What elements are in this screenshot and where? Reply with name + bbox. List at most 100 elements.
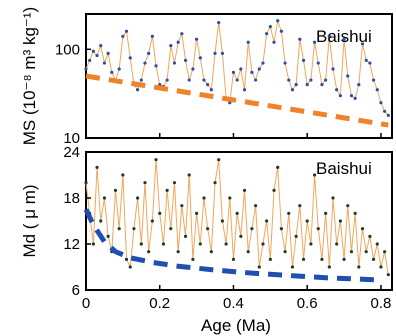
ms-data-point xyxy=(124,29,129,33)
md-data-point xyxy=(132,227,136,231)
md-data-point xyxy=(187,173,191,177)
ms-data-point xyxy=(195,37,199,41)
ms-data-point xyxy=(368,61,372,65)
ms-data-point xyxy=(294,82,298,87)
ms-data-point xyxy=(283,61,287,65)
ms-data-point xyxy=(301,58,306,62)
md-data-point xyxy=(349,250,354,254)
ms-data-point xyxy=(360,42,365,46)
md-data-point xyxy=(312,173,317,177)
ms-panel: Baishui 10 100 MS (10⁻⁸ m³ kg⁻¹) xyxy=(20,7,393,147)
md-data-point xyxy=(158,211,162,215)
ms-data-point xyxy=(335,88,339,92)
ms-data-point xyxy=(246,40,250,44)
md-data-point xyxy=(246,250,250,254)
ms-y-tick-label: 10 xyxy=(63,130,80,147)
ms-data-point xyxy=(298,37,302,41)
md-y-tick-label: 12 xyxy=(63,236,80,253)
md-data-point xyxy=(239,234,243,238)
ms-data-point xyxy=(139,78,143,82)
ms-data-point xyxy=(198,56,202,60)
md-y-ticks: 6 12 18 24 xyxy=(63,144,91,299)
ms-data-point xyxy=(91,49,95,53)
md-data-point xyxy=(202,196,206,200)
md-data-point xyxy=(91,242,95,246)
ms-data-point xyxy=(371,78,376,82)
ms-data-point xyxy=(386,113,390,117)
ms-y-tick-label: 100 xyxy=(55,41,80,58)
md-data-point xyxy=(117,227,121,231)
md-data-point xyxy=(250,227,254,231)
ms-y-ticks: 10 100 xyxy=(55,41,382,147)
ms-data-point xyxy=(305,82,309,87)
md-data-point xyxy=(257,265,261,269)
ms-data-point xyxy=(342,37,346,41)
ms-data-point xyxy=(180,32,184,36)
ms-data-point xyxy=(150,34,154,38)
md-data-point xyxy=(113,188,118,192)
ms-marks xyxy=(84,18,390,128)
ms-data-point xyxy=(84,67,88,71)
md-data-point xyxy=(206,227,210,231)
md-data-point xyxy=(195,211,199,215)
ms-data-point xyxy=(176,40,180,44)
ms-panel-label: Baishui xyxy=(316,27,372,46)
ms-data-point xyxy=(169,44,173,48)
md-data-point xyxy=(338,219,342,223)
md-data-point xyxy=(150,219,154,223)
md-data-point xyxy=(379,265,383,269)
md-data-point xyxy=(235,211,239,215)
ms-data-point xyxy=(191,67,195,71)
md-marks xyxy=(83,158,390,283)
ms-data-point xyxy=(379,101,383,105)
md-data-point xyxy=(106,234,110,238)
md-data-point xyxy=(253,204,258,208)
md-plot-frame xyxy=(85,151,393,291)
md-data-point xyxy=(228,196,232,200)
md-y-tick-label: 24 xyxy=(63,144,80,161)
md-x-tick-label: 0 xyxy=(82,295,90,312)
ms-data-point xyxy=(102,61,107,65)
md-data-point xyxy=(180,204,184,208)
ms-data-point xyxy=(257,67,261,71)
md-y-tick-label: 18 xyxy=(63,190,80,207)
ms-trend-line xyxy=(85,73,389,128)
md-x-tick-label: 0.4 xyxy=(223,295,244,312)
ms-data-point xyxy=(279,29,283,33)
ms-data-point xyxy=(272,40,276,44)
ms-data-point xyxy=(217,20,221,25)
md-data-point xyxy=(224,242,228,246)
md-x-tick-label: 0.8 xyxy=(371,295,392,312)
md-data-point xyxy=(364,250,368,254)
ms-data-point xyxy=(316,61,320,65)
md-data-point xyxy=(265,219,269,223)
md-data-point xyxy=(143,181,147,185)
x-axis-title: Age (Ma) xyxy=(201,316,271,335)
md-x-tick-label: 0.6 xyxy=(297,295,318,312)
ms-data-point xyxy=(110,70,114,74)
ms-data-point xyxy=(99,44,103,48)
ms-data-point xyxy=(353,96,357,100)
md-data-point xyxy=(99,219,103,223)
ms-data-point xyxy=(276,19,280,23)
ms-data-point xyxy=(106,51,110,55)
ms-data-point xyxy=(346,74,350,78)
md-data-point xyxy=(231,257,236,261)
ms-data-point xyxy=(121,34,125,38)
md-data-point xyxy=(327,265,331,269)
md-data-point xyxy=(139,242,143,246)
md-data-point xyxy=(324,211,328,215)
md-data-point xyxy=(161,242,166,246)
ms-data-point xyxy=(147,51,151,55)
md-data-point xyxy=(309,242,313,246)
md-data-point xyxy=(147,250,151,254)
md-data-point xyxy=(342,257,346,261)
md-data-point xyxy=(209,250,213,254)
md-data-point xyxy=(383,250,387,254)
ms-data-point xyxy=(383,109,387,113)
ms-data-point xyxy=(183,58,188,62)
ms-data-point xyxy=(287,78,291,82)
md-data-point xyxy=(136,196,140,200)
